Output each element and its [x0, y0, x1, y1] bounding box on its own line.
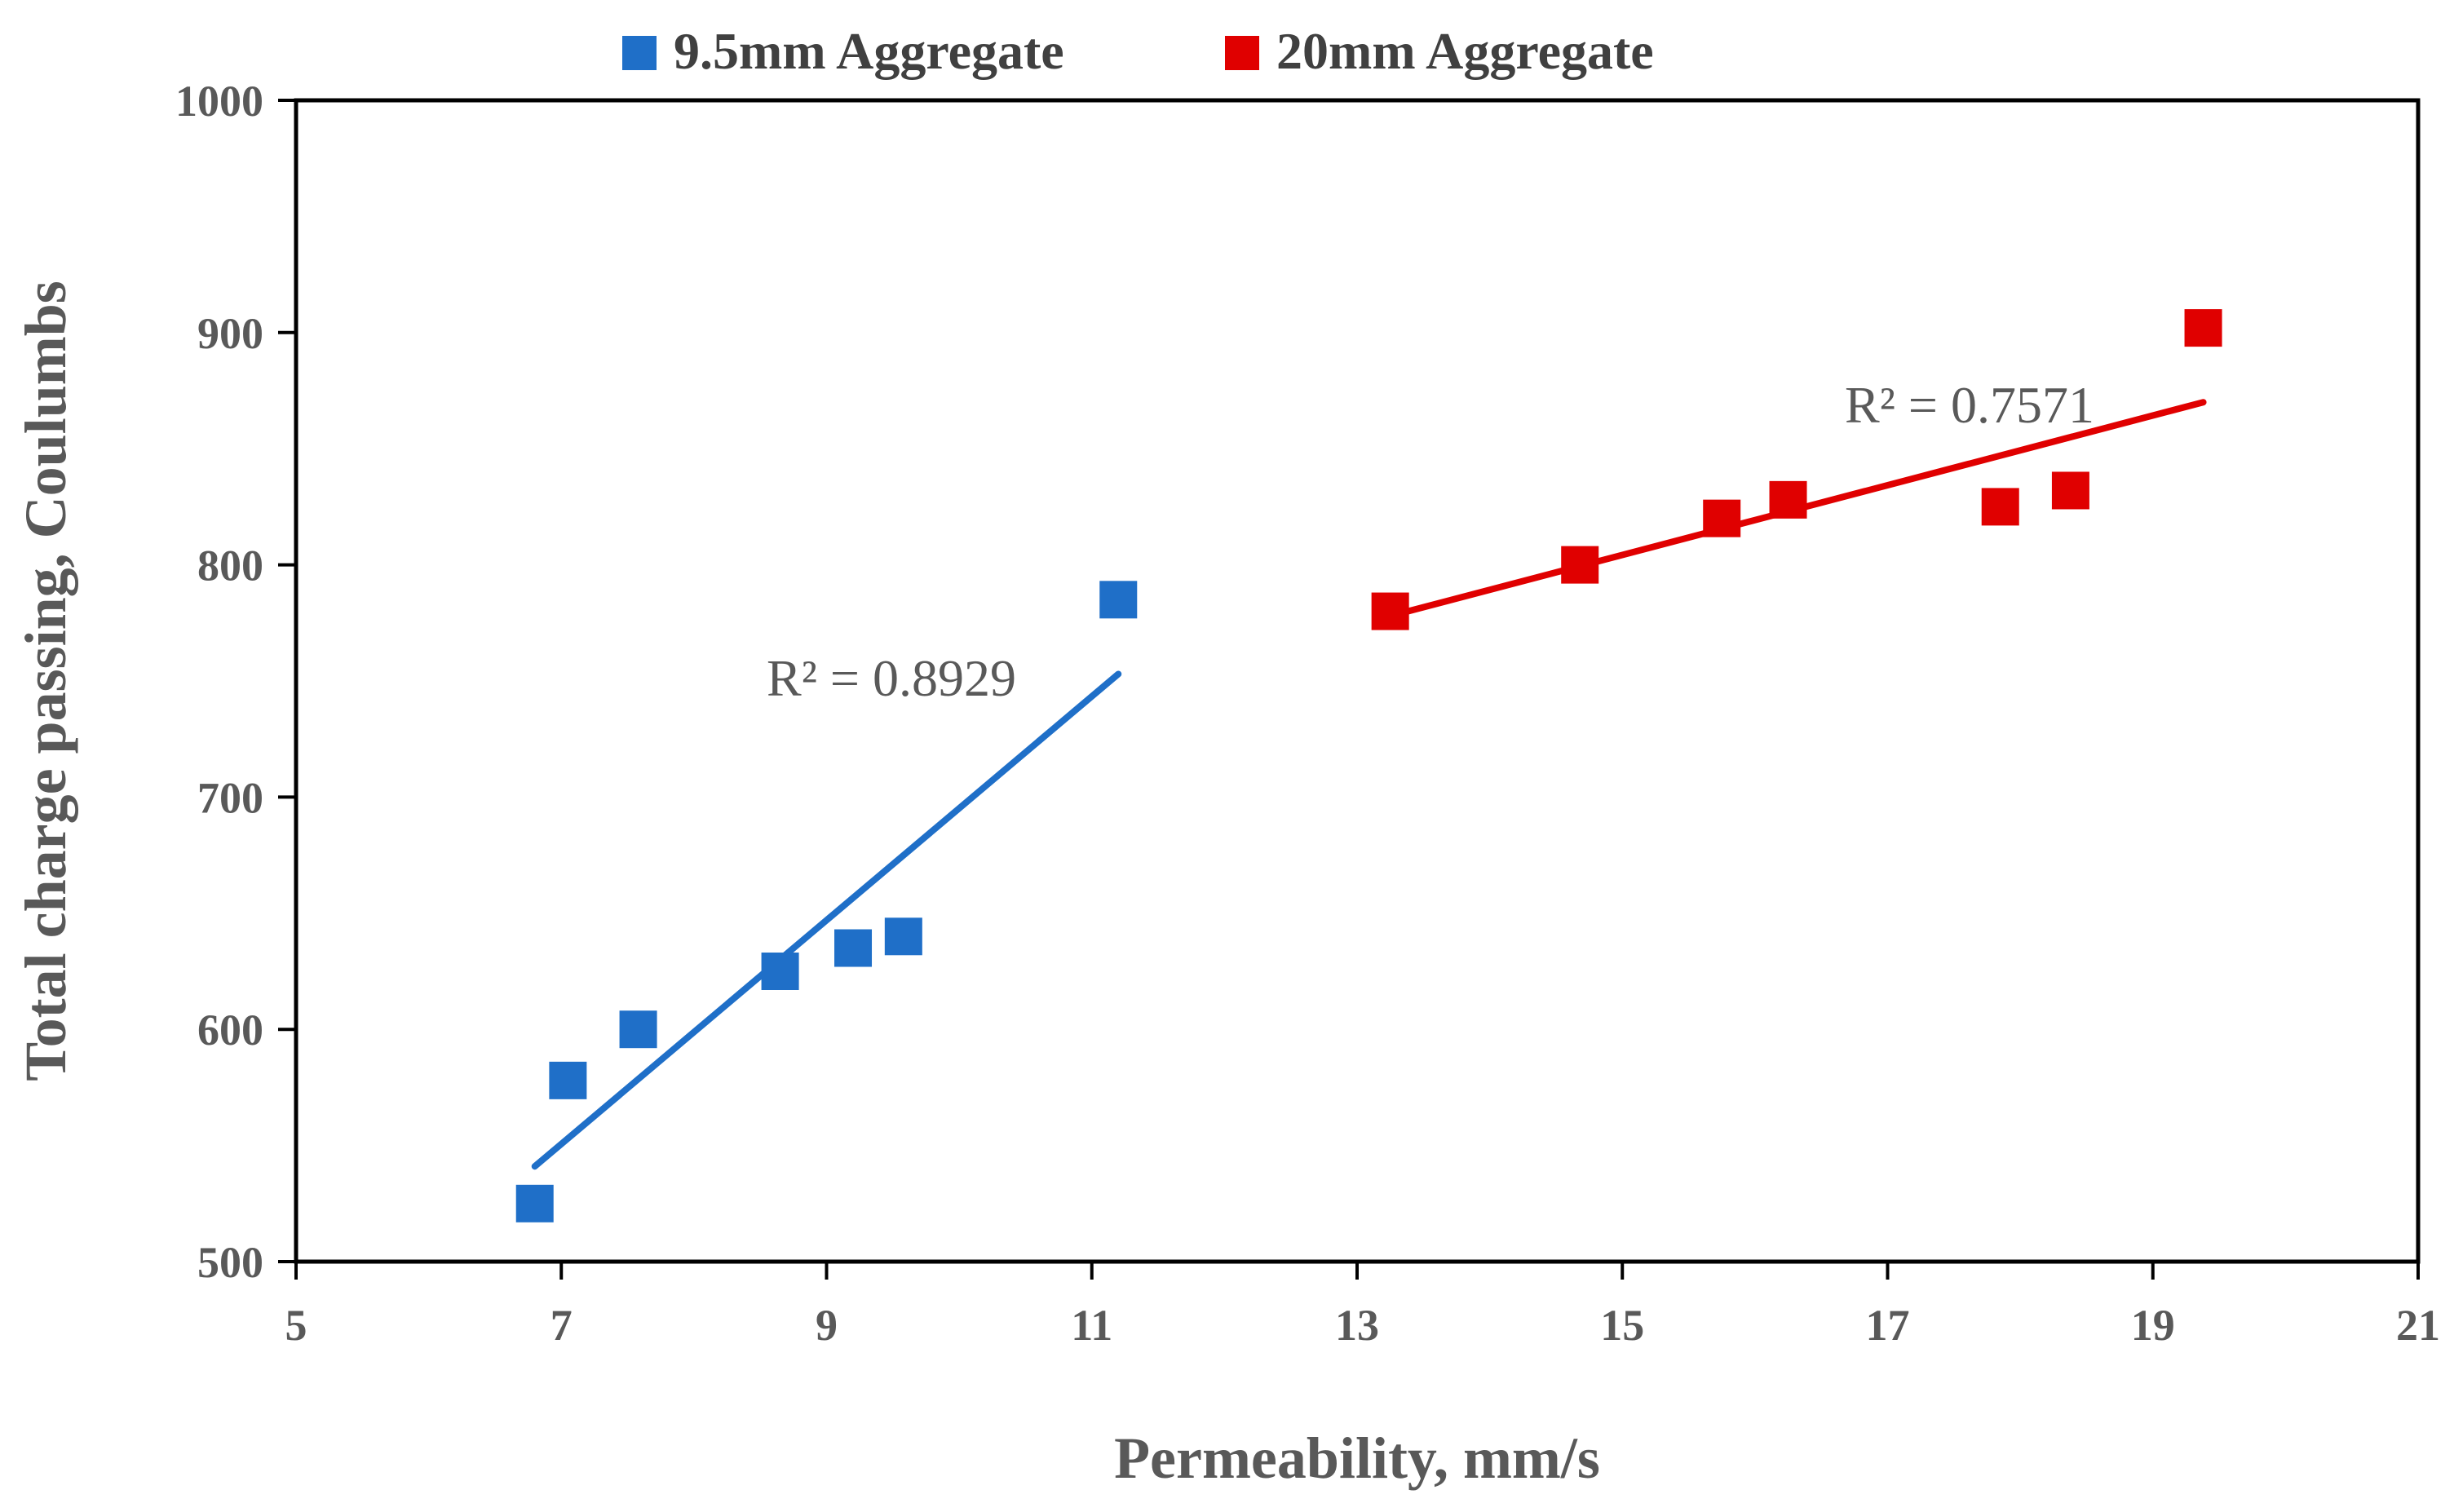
data-point-series-2: [1561, 546, 1599, 584]
y-tick-label: 1000: [175, 77, 263, 126]
data-point-series-2: [1981, 488, 2019, 526]
x-tick-label: 11: [1071, 1301, 1112, 1350]
x-axis-ticks: 5 7 9 11 13 15 17 19 21: [285, 1262, 2440, 1350]
data-point-series-2: [2184, 309, 2222, 347]
data-point-series-2: [2051, 471, 2089, 510]
legend-label-20mm: 20mm Aggregate: [1276, 22, 1654, 80]
data-points: [515, 309, 2222, 1222]
x-tick-label: 7: [550, 1301, 573, 1350]
r-squared-label-9-5mm: R² = 0.8929: [767, 649, 1016, 707]
plot-area: [294, 98, 2421, 1264]
legend: 9.5mm Aggregate 20mm Aggregate: [622, 22, 1654, 80]
y-tick-label: 500: [197, 1238, 263, 1287]
r-squared-label-20mm: R² = 0.7571: [1845, 376, 2094, 434]
x-tick-label: 21: [2396, 1301, 2440, 1350]
data-point-series-2: [1371, 592, 1409, 630]
x-tick-label: 5: [285, 1301, 307, 1350]
x-tick-label: 15: [1600, 1301, 1644, 1350]
legend-marker-20mm: [1225, 36, 1259, 70]
x-tick-label: 9: [816, 1301, 838, 1350]
y-tick-label: 800: [197, 542, 263, 590]
data-point-series-2: [1703, 499, 1741, 537]
trendline-series-1: [531, 670, 1122, 1170]
data-point-series-1: [1099, 581, 1138, 619]
data-point-series-1: [619, 1010, 657, 1049]
data-point-series-1: [761, 953, 799, 990]
data-point-series-1: [515, 1184, 554, 1222]
x-tick-label: 19: [2131, 1301, 2175, 1350]
y-axis-ticks: 500 600 700 800 900 1000: [175, 77, 296, 1287]
legend-label-9-5mm: 9.5mm Aggregate: [674, 22, 1064, 80]
x-axis-title: Permeability, mm/s: [1114, 1426, 1600, 1491]
y-tick-label: 700: [197, 773, 263, 822]
legend-marker-9-5mm: [622, 36, 657, 70]
y-tick-label: 600: [197, 1006, 263, 1054]
data-point-series-2: [1769, 480, 1807, 519]
y-tick-label: 900: [197, 309, 263, 358]
data-point-series-1: [884, 917, 922, 956]
x-tick-label: 17: [1866, 1301, 1910, 1350]
trendlines: [531, 399, 2207, 1170]
x-tick-label: 13: [1335, 1301, 1379, 1350]
data-point-series-1: [549, 1061, 587, 1099]
data-point-series-1: [834, 929, 873, 967]
y-axis-title: Total charge passing, Coulumbs: [13, 281, 78, 1081]
